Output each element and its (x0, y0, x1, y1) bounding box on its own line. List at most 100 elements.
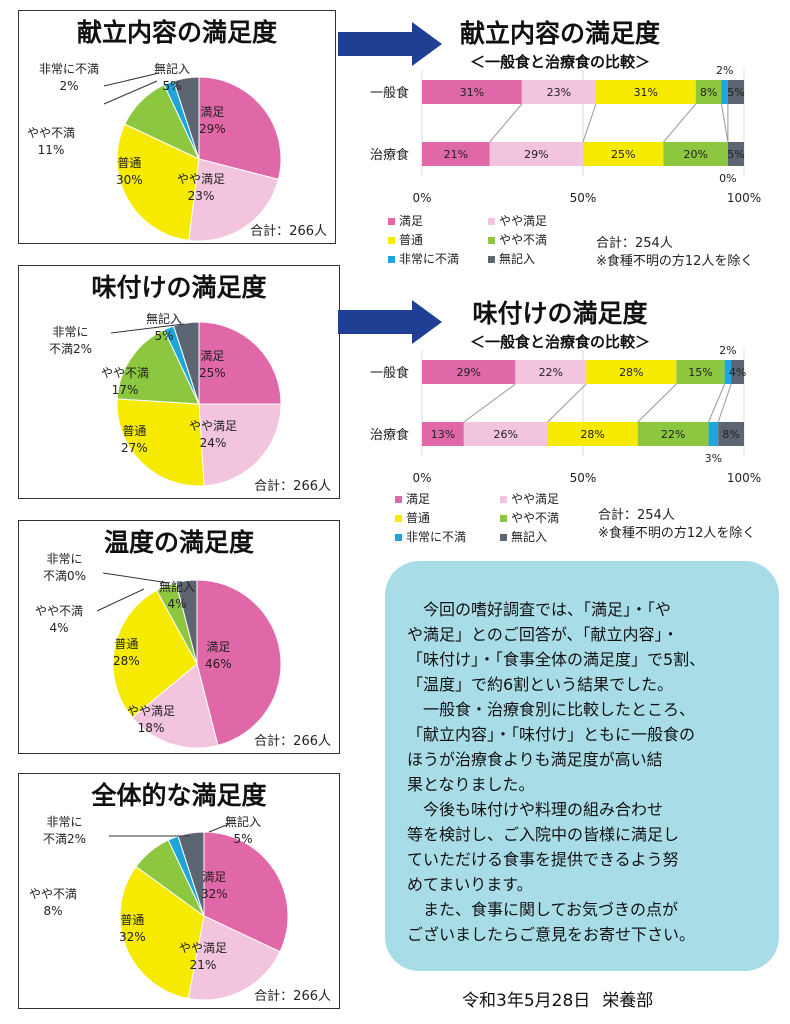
bar-value-label: 28% (619, 366, 643, 379)
message-line: ございましたらご意見をお寄せ下さい。 (407, 925, 696, 944)
right-arrow-icon (338, 22, 442, 66)
pie-title-temperature: 温度の満足度 (103, 528, 254, 557)
legend-item-yaya-manzoku: やや満足 (500, 490, 559, 507)
pie-label-yaya-manzoku: やや満足 24% (189, 419, 238, 450)
pie-slice-futsu (116, 398, 205, 487)
bar-title-taste: 味付けの満足度 (472, 299, 648, 328)
message-line: や満足」とのご回答が、「献立内容」・ (407, 625, 679, 644)
message-box: 今回の嗜好調査では、「満足」・「や や満足」とのご回答が、「献立内容」・ 「味付… (385, 561, 779, 971)
pie-slice-futsu (112, 589, 198, 719)
category-label: 一般食 (370, 85, 409, 101)
bar-note-menu: ※食種不明の方12人を除く (596, 254, 754, 269)
category-label: 一般食 (370, 365, 409, 381)
bar-segment-yaya-manzoku (489, 142, 583, 166)
bar-segment-mukinyu (731, 360, 744, 384)
pie-label-hijou-fuman: 非常に不満2% (49, 325, 93, 356)
bar-note-taste: ※食種不明の方12人を除く (598, 526, 756, 541)
pie-slice-yaya-manzoku (188, 158, 280, 242)
bar-segment-hijou-fuman (708, 422, 719, 446)
series-line (663, 103, 697, 143)
bar-value-label-outside: 0% (719, 172, 736, 185)
message-line: 今後も味付けや料理の組み合わせ (407, 800, 664, 819)
legend-item-yaya-fuman: やや不満 (488, 231, 547, 248)
bar-segment-yaya-manzoku (521, 80, 596, 104)
bar-value-label: 15% (688, 366, 712, 379)
message-line: また、食事に関してお気づきの点が (407, 900, 679, 919)
pie-label-futsu: 普通 27% (121, 424, 148, 455)
bar-subtitle-menu: ＜一般食と治療食の比較＞ (469, 53, 650, 71)
bar-segment-yaya-manzoku (515, 360, 587, 384)
bar-value-label: 8% (722, 428, 739, 441)
bar-title-menu: 献立内容の満足度 (459, 19, 660, 48)
pie-slice-mukinyu (173, 321, 200, 405)
pie-label-manzoku: 満足 32% (201, 870, 228, 901)
x-tick-label: 0% (412, 471, 431, 485)
bar-total-menu: 合計：254人 (596, 236, 673, 251)
x-tick-label: 50% (570, 191, 597, 205)
legend-item-futsu: 普通 (395, 509, 430, 526)
pie-slice-futsu (119, 865, 205, 1000)
footer-dept: 栄養部 (602, 991, 654, 1011)
pie-label-yaya-manzoku: やや満足 23% (177, 172, 226, 203)
bar-value-label: 22% (539, 366, 563, 379)
bar-segment-manzoku (422, 360, 516, 384)
bar-segment-yaya-fuman (663, 142, 728, 166)
pie-label-mukinyu: 無記入 5% (146, 312, 183, 343)
pie-label-manzoku: 満足 25% (199, 349, 226, 380)
pie-label-futsu: 普通 30% (116, 156, 143, 187)
legend-item-yaya-manzoku: やや満足 (488, 212, 547, 229)
pie-chart-temperature (96, 572, 282, 749)
pie-label-yaya-fuman: やや不満 4% (35, 604, 84, 635)
bar-segment-futsu (595, 80, 696, 104)
series-line (463, 383, 516, 423)
pie-slice-yaya-manzoku (198, 403, 282, 487)
pie-panel-menu: 献立内容の満足度 満足 29% やや満足 23% 普通 30% やや不満 11% 非常に… (18, 10, 336, 244)
bar-value-label: 22% (661, 428, 685, 441)
legend-item-mukinyu: 無記入 (488, 250, 535, 267)
legend-item-manzoku: 満足 (388, 212, 423, 229)
series-line (637, 383, 677, 423)
bar-value-label: 29% (524, 148, 548, 161)
footer-date: 令和3年5月28日 (462, 991, 591, 1011)
pie-label-mukinyu: 無記入 4% (159, 580, 196, 611)
series-line (717, 383, 732, 423)
message-line: 「温度」で約6割という結果でした。 (407, 675, 674, 694)
legend-item-mukinyu: 無記入 (500, 528, 547, 545)
x-tick-label: 50% (570, 471, 597, 485)
pie-label-manzoku: 満足 29% (199, 105, 226, 136)
pie-slice-yaya-fuman (116, 329, 200, 405)
legend-menu: 満足 やや満足 普通 やや不満 非常に不満 無記入 (388, 212, 588, 272)
pie-title-menu: 献立内容の満足度 (76, 18, 277, 47)
bar-segment-yaya-fuman (676, 360, 725, 384)
bar-segment-hijou-fuman (724, 360, 732, 384)
bar-value-label: 31% (460, 86, 484, 99)
right-arrow-icon (338, 300, 442, 344)
pie-label-yaya-fuman: やや不満 11% (27, 126, 76, 157)
pie-total-menu: 合計：266人 (250, 224, 327, 239)
bar-value-label: 28% (580, 428, 604, 441)
pie-title-overall: 全体的な満足度 (91, 781, 267, 810)
footer: 令和3年5月28日 栄養部 (462, 986, 653, 1011)
pie-title-taste: 味付けの満足度 (91, 273, 267, 302)
series-line (547, 383, 587, 423)
bar-value-label-outside: 2% (719, 344, 736, 357)
bar-value-label-outside: 2% (716, 64, 733, 77)
pie-slice-mukinyu (175, 579, 198, 665)
pie-label-mukinyu: 無記入 5% (225, 815, 262, 846)
bar-segment-manzoku (422, 422, 464, 446)
bar-value-label-outside: 3% (705, 452, 722, 465)
bar-value-label: 26% (493, 428, 517, 441)
pie-label-yaya-manzoku: やや満足 18% (127, 704, 176, 735)
bar-value-label: 31% (634, 86, 658, 99)
category-label: 治療食 (370, 427, 409, 443)
pie-slice-manzoku (196, 579, 282, 746)
bar-segment-yaya-manzoku (463, 422, 548, 446)
bar-value-label: 5% (727, 86, 744, 99)
series-line (489, 103, 523, 143)
pie-label-yaya-manzoku: やや満足 21% (179, 941, 228, 972)
pie-slice-yaya-manzoku (131, 663, 219, 749)
bar-total-taste: 合計：254人 (598, 508, 675, 523)
pie-label-hijou-fuman: 非常に 不満0% (43, 552, 87, 583)
